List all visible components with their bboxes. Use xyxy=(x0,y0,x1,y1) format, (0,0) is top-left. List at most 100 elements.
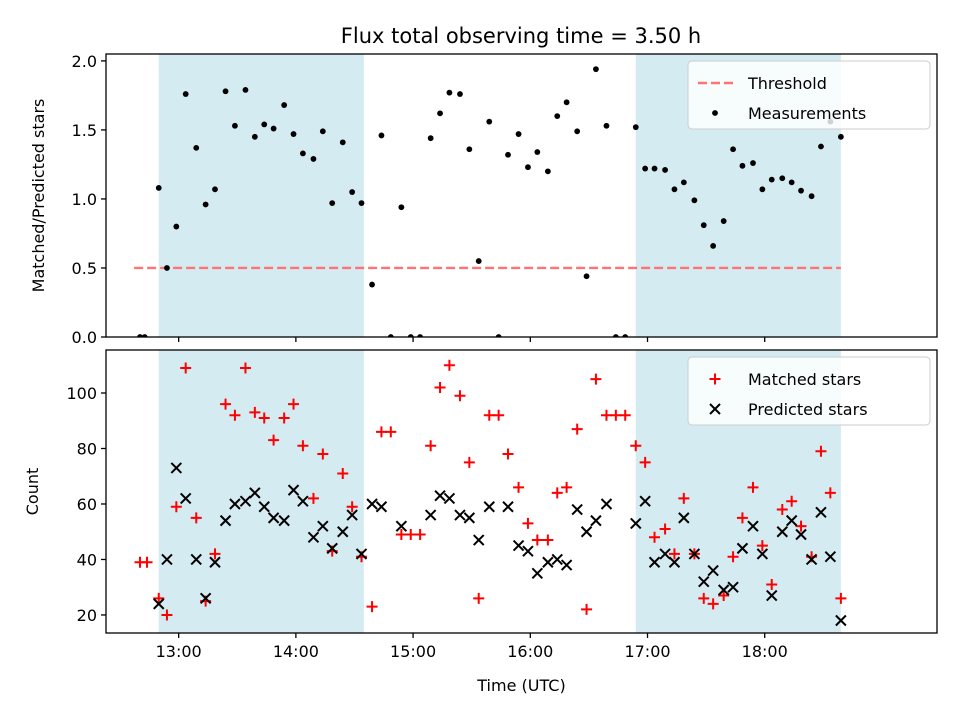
measurement-point xyxy=(427,135,434,142)
matched-star-point xyxy=(454,390,466,402)
y-tick-label: 0.5 xyxy=(72,259,97,278)
x-tick-label: 18:00 xyxy=(742,642,788,661)
matched-star-point xyxy=(278,412,290,424)
legend-measurement-swatch xyxy=(712,110,718,116)
matched-star-point xyxy=(375,426,387,438)
predicted-star-point xyxy=(824,550,837,563)
predicted-star-point xyxy=(395,520,408,532)
matched-star-point xyxy=(346,501,358,513)
matched-star-point xyxy=(639,456,651,468)
measurement-point xyxy=(525,164,531,171)
measurement-point xyxy=(417,334,424,337)
measurement-point xyxy=(486,118,493,125)
measurement-point xyxy=(378,132,385,139)
measurement-point xyxy=(622,334,629,337)
measurement-point xyxy=(329,200,336,206)
measurement-point xyxy=(193,144,200,151)
plot-area xyxy=(134,359,847,627)
predicted-star-point xyxy=(239,495,252,507)
matched-star-point xyxy=(317,448,329,460)
measurement-point xyxy=(750,160,756,166)
measurement-point xyxy=(300,150,306,157)
predicted-star-point xyxy=(337,526,349,538)
measurement-point xyxy=(720,218,727,224)
y-tick-label: 40 xyxy=(77,550,97,569)
measurement-point xyxy=(466,146,473,153)
matched-star-point xyxy=(473,592,485,604)
matched-star-point xyxy=(531,534,543,546)
predicted-star-point xyxy=(170,462,183,474)
predicted-star-point xyxy=(747,520,759,532)
measurement-point xyxy=(242,86,249,93)
matched-star-point xyxy=(815,445,827,457)
measurement-point xyxy=(583,273,590,280)
predicted-star-point xyxy=(639,495,651,507)
matched-star-point xyxy=(610,409,622,421)
measurement-point xyxy=(768,176,775,183)
measurement-point xyxy=(788,179,795,186)
predicted-star-point xyxy=(346,509,358,521)
measurement-point xyxy=(358,200,365,206)
measurement-point xyxy=(603,122,610,129)
matched-star-point xyxy=(551,487,563,499)
measurement-point xyxy=(700,222,707,229)
predicted-star-point xyxy=(835,614,847,627)
y-axis-label: Count xyxy=(23,468,42,516)
measurement-point xyxy=(554,113,561,120)
predicted-star-point xyxy=(209,556,221,568)
measurement-point xyxy=(369,281,375,288)
measurement-point xyxy=(739,162,746,169)
measurement-point xyxy=(680,179,687,186)
matched-star-point xyxy=(502,448,514,460)
predicted-star-point xyxy=(219,514,232,527)
predicted-star-point xyxy=(424,509,437,521)
matched-star-point xyxy=(776,504,788,516)
predicted-star-point xyxy=(659,548,671,560)
measurement-point xyxy=(137,334,143,337)
measurement-point xyxy=(544,168,551,175)
matched-star-point xyxy=(288,398,300,410)
measurement-point xyxy=(251,133,258,140)
measurement-point xyxy=(642,165,649,172)
predicted-star-point xyxy=(278,514,290,527)
predicted-star-point xyxy=(375,501,388,513)
y-tick-label: 2.0 xyxy=(72,52,97,71)
axes-frame xyxy=(105,349,938,634)
y-tick-label: 0.0 xyxy=(72,328,97,347)
measurement-point xyxy=(398,204,405,211)
legend-label: Measurements xyxy=(748,104,866,123)
matched-star-point xyxy=(258,412,270,424)
matched-star-point xyxy=(493,409,505,421)
measurement-point xyxy=(164,265,170,271)
matched-star-point xyxy=(220,398,232,410)
predicted-star-point xyxy=(297,495,309,507)
measurement-point xyxy=(475,258,482,264)
predicted-star-point xyxy=(522,545,534,557)
predicted-star-point xyxy=(571,503,583,516)
predicted-star-point xyxy=(736,542,749,555)
matched-star-point xyxy=(425,440,437,452)
matched-star-point xyxy=(209,548,221,560)
figure-title: Flux total observing time = 3.50 h xyxy=(341,24,701,48)
predicted-star-point xyxy=(560,559,573,571)
x-tick-label: 13:00 xyxy=(156,642,202,661)
measurement-point xyxy=(319,128,326,135)
measurement-point xyxy=(632,124,639,131)
predicted-star-point xyxy=(287,484,300,496)
predicted-star-point xyxy=(463,512,476,524)
predicted-star-point xyxy=(717,584,730,596)
measurement-point xyxy=(759,186,766,193)
matched-star-point xyxy=(297,440,309,452)
matched-star-point xyxy=(414,529,426,541)
predicted-star-point xyxy=(542,556,554,568)
predicted-star-point xyxy=(229,498,241,510)
matched-star-point xyxy=(835,592,847,604)
measurement-point xyxy=(261,121,268,128)
measurement-point xyxy=(222,88,229,95)
predicted-star-point xyxy=(483,501,495,513)
y-axis-label: Matched/Predicted stars xyxy=(29,99,48,293)
measurement-point xyxy=(691,197,698,204)
predicted-star-point xyxy=(249,487,261,499)
measurement-point xyxy=(798,187,804,194)
measurement-point xyxy=(651,165,658,172)
